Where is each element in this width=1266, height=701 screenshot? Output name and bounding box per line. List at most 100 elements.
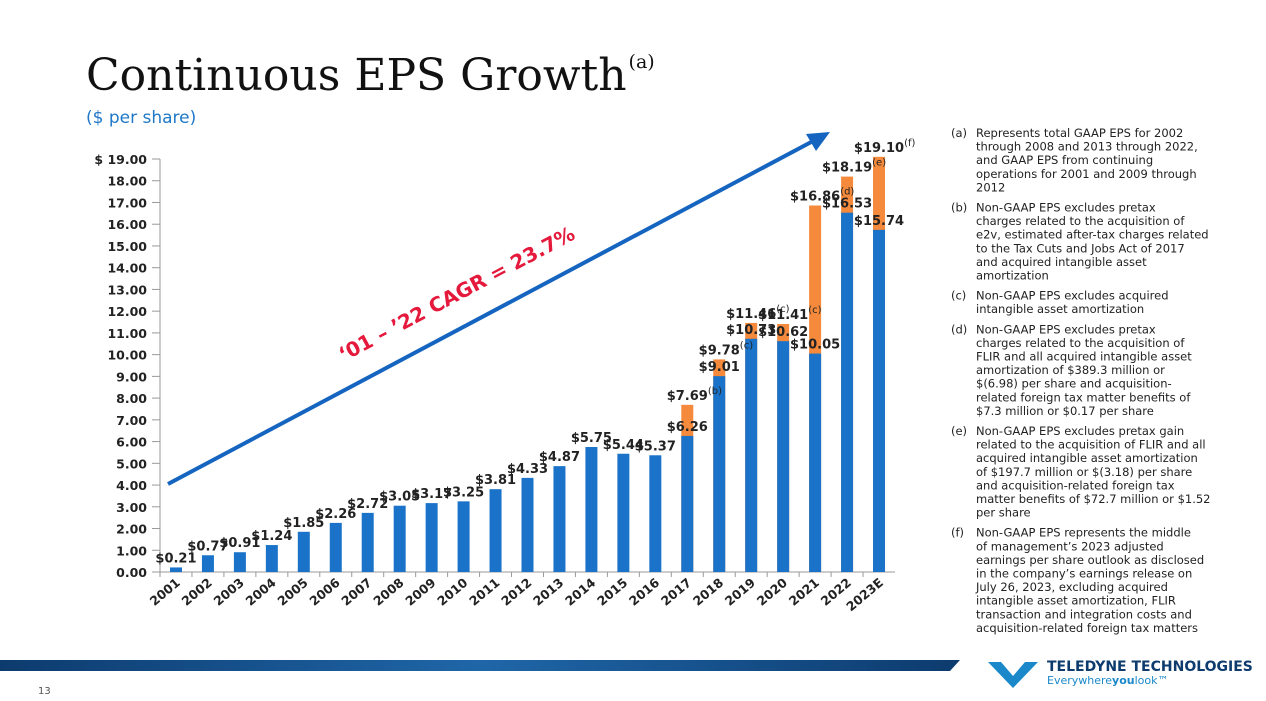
footnote-line: related to the acquisition of FLIR and a…: [976, 438, 1206, 452]
footnote-line: acquired intangible asset amortization: [976, 451, 1198, 465]
x-tick-label: 2004: [242, 575, 279, 609]
x-tick-label: 2019: [722, 575, 758, 609]
bar: [393, 505, 406, 572]
footnote-line: of $197.7 million or $(3.18) per share: [976, 465, 1192, 479]
y-tick-label: 1.00: [116, 543, 147, 558]
value-label: $9.78: [699, 343, 740, 358]
tagline-part: you: [1112, 674, 1135, 687]
y-tick-label: 11.00: [107, 326, 147, 341]
footnote-label: (a): [951, 126, 967, 140]
x-tick-label: 2011: [466, 575, 502, 609]
bar: [777, 341, 790, 572]
footnote-line: Represents total GAAP EPS for 2002: [976, 126, 1183, 140]
footnote-line: intangible asset amortization, FLIR: [976, 594, 1176, 608]
bar: [617, 453, 630, 572]
bar: [873, 229, 886, 572]
y-tick-label: 16.00: [107, 217, 147, 232]
company-name: TELEDYNE TECHNOLOGIES: [1047, 659, 1253, 675]
title-note: (a): [629, 51, 655, 73]
trend-arrow: [167, 132, 830, 486]
value-label: $11.41: [758, 308, 808, 323]
footnote-line: matter benefits of $72.7 million or $1.5…: [976, 492, 1211, 506]
bar: [553, 466, 566, 572]
value-label: $10.05: [790, 338, 840, 353]
x-tick-label: 2018: [690, 575, 726, 609]
value-note: (c): [808, 305, 821, 316]
value-label: $0.91: [219, 536, 260, 551]
value-label: $10.62: [758, 325, 808, 340]
y-tick-label: 18.00: [107, 174, 147, 189]
x-tick-label: 2006: [306, 575, 343, 609]
y-tick-label: 13.00: [107, 282, 147, 297]
x-tick-label: 2017: [658, 575, 694, 609]
x-tick-label: 2002: [179, 575, 215, 609]
value-label: $7.69: [667, 389, 708, 404]
footnote-line: amortization: [976, 269, 1049, 283]
value-note: (e): [872, 158, 886, 169]
tagline-part: Everywhere: [1047, 674, 1112, 687]
subtitle: ($ per share): [86, 108, 196, 128]
y-tick-label: 17.00: [107, 195, 147, 210]
value-note: (c): [776, 304, 789, 315]
bar: [713, 376, 726, 572]
plot: 0.00 1.00 2.00 3.00 4.00 5.00 6.00 7.00 8.00 9.00…: [94, 138, 915, 614]
footnote-line: in the company’s earnings release on: [976, 567, 1192, 581]
value-label: $10.73: [726, 323, 776, 338]
bar: [201, 555, 214, 572]
bar: [233, 552, 246, 572]
x-tick-label: 2009: [402, 575, 438, 609]
footnote-line: acquisition-related foreign tax matters: [976, 621, 1198, 635]
value-label: $15.74: [854, 214, 904, 229]
y-tick-label: 5.00: [116, 456, 147, 471]
footnote-line: $7.3 million or $0.17 per share: [976, 404, 1154, 418]
footnote-line: July 26, 2023, excluding acquired: [975, 580, 1168, 594]
bar: [521, 477, 534, 572]
footnote-label: (e): [951, 424, 967, 438]
x-tick-label: 2003: [211, 575, 247, 609]
x-tick-label: 2023E: [843, 575, 886, 614]
value-label: $5.37: [635, 439, 676, 454]
footnote-line: per share: [976, 506, 1031, 520]
value-label: $9.01: [699, 360, 740, 375]
y-tick-label: 9.00: [116, 369, 147, 384]
x-tick-label: 2007: [338, 575, 374, 609]
value-note: (f): [904, 138, 915, 149]
x-tick-label: 2016: [626, 575, 663, 609]
y-tick-label: 3.00: [116, 500, 147, 515]
bar: [361, 512, 374, 572]
footnote-line: operations for 2001 and 2009 through: [976, 167, 1197, 181]
footnote-label: (c): [951, 289, 966, 303]
cagr-annotation: ‘01 – ’22 CAGR = 23.7%: [335, 221, 579, 366]
value-label: $5.44: [603, 438, 644, 453]
footnote-line: and acquisition-related foreign tax: [976, 478, 1175, 492]
footnote-line: and GAAP EPS from continuing: [976, 153, 1153, 167]
bar: [329, 522, 342, 572]
tagline: Everywhereyoulook™: [1047, 674, 1169, 687]
bar: [425, 503, 438, 572]
value-label: $2.72: [347, 497, 388, 512]
value-label: $3.17: [411, 487, 452, 502]
bar: [649, 455, 662, 572]
value-label: $6.26: [667, 420, 708, 435]
x-tick-label: 2008: [370, 575, 406, 609]
x-tick-label: 2015: [594, 575, 630, 609]
y-tick-label: 6.00: [116, 435, 147, 450]
bar: [489, 489, 502, 572]
value-label: $5.75: [571, 431, 612, 446]
footnote-line: through 2008 and 2013 through 2022,: [976, 140, 1198, 154]
value-label: $4.33: [507, 462, 548, 477]
value-label: $19.10: [854, 141, 904, 156]
footnote-label: (f): [951, 526, 964, 540]
x-tick-label: 2001: [147, 575, 183, 609]
bar: [297, 531, 310, 572]
footnote-label: (b): [951, 201, 967, 215]
x-tick-label: 2021: [786, 575, 822, 609]
value-label: $11.46: [726, 307, 776, 322]
value-label: $2.26: [315, 507, 356, 522]
bar: [681, 435, 694, 572]
value-note: (d): [840, 187, 854, 198]
footnote-line: of management’s 2023 adjusted: [976, 539, 1164, 553]
y-tick-label: 0.00: [116, 565, 147, 580]
footnote-line: 2012: [976, 180, 1005, 194]
